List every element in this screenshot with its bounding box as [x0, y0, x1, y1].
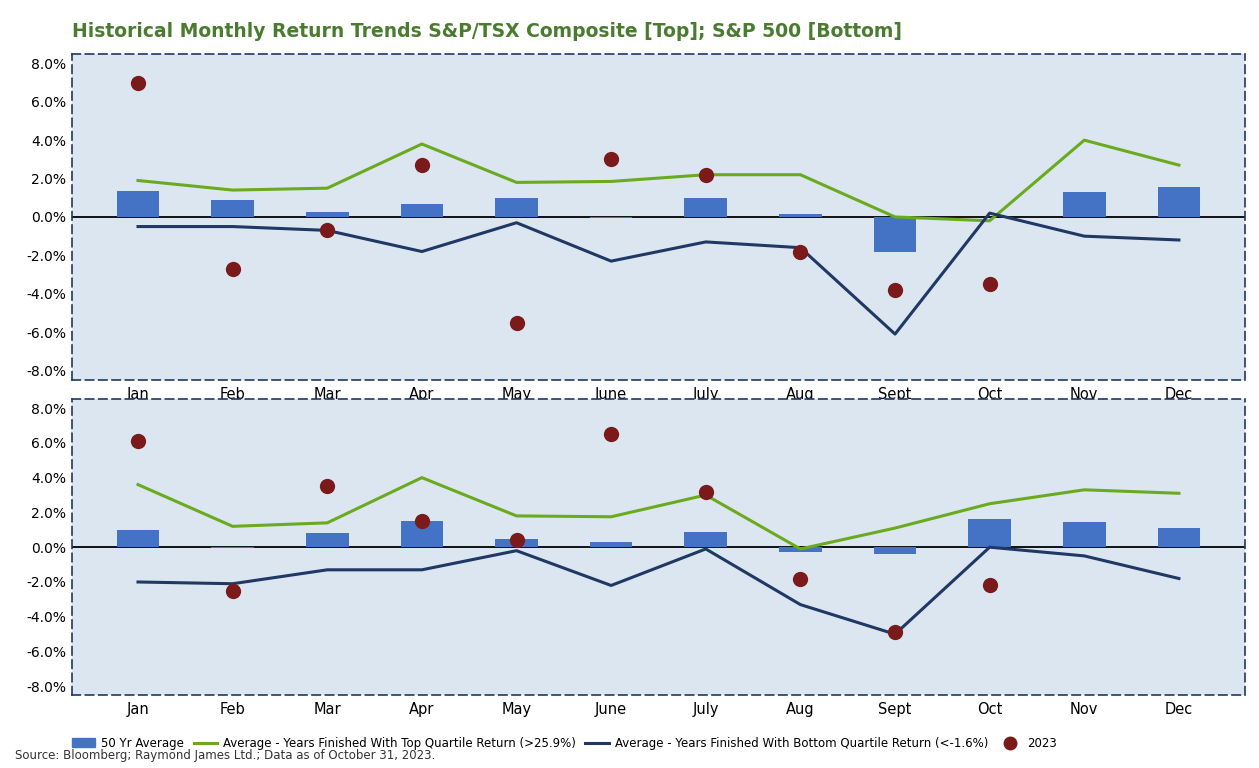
Legend: 50 Yr Average, Average - Years Finished With Top Quartile Return (>25.9%), Avera: 50 Yr Average, Average - Years Finished … [72, 737, 1058, 750]
Bar [685, 198, 726, 217]
Text: Source: Bloomberg; Raymond James Ltd.; Data as of October 31, 2023.: Source: Bloomberg; Raymond James Ltd.; D… [15, 749, 436, 762]
Bar [874, 547, 917, 554]
Bar [685, 531, 726, 547]
Bar [400, 521, 443, 547]
Bar [874, 217, 917, 252]
Bar [779, 547, 822, 552]
Bar [1063, 192, 1105, 217]
Bar [117, 191, 160, 217]
Bar [779, 214, 822, 217]
Bar [1063, 522, 1105, 547]
Bar [968, 519, 1011, 547]
Bar [306, 533, 349, 547]
Bar [400, 204, 443, 217]
Bar [590, 217, 632, 218]
Bar [1157, 528, 1200, 547]
Bar [590, 542, 632, 547]
Bar [1157, 187, 1200, 217]
Legend: 50 Yr Average, Average - Years Finished With Top Quartile Return (>21%), Average: 50 Yr Average, Average - Years Finished … [72, 428, 1035, 441]
Text: Historical Monthly Return Trends S&P/TSX Composite [Top]; S&P 500 [Bottom]: Historical Monthly Return Trends S&P/TSX… [72, 22, 901, 41]
Bar [117, 530, 160, 547]
Bar [495, 198, 538, 217]
Bar [306, 212, 349, 217]
Bar [495, 538, 538, 547]
Bar [212, 200, 254, 217]
Bar [212, 547, 254, 548]
